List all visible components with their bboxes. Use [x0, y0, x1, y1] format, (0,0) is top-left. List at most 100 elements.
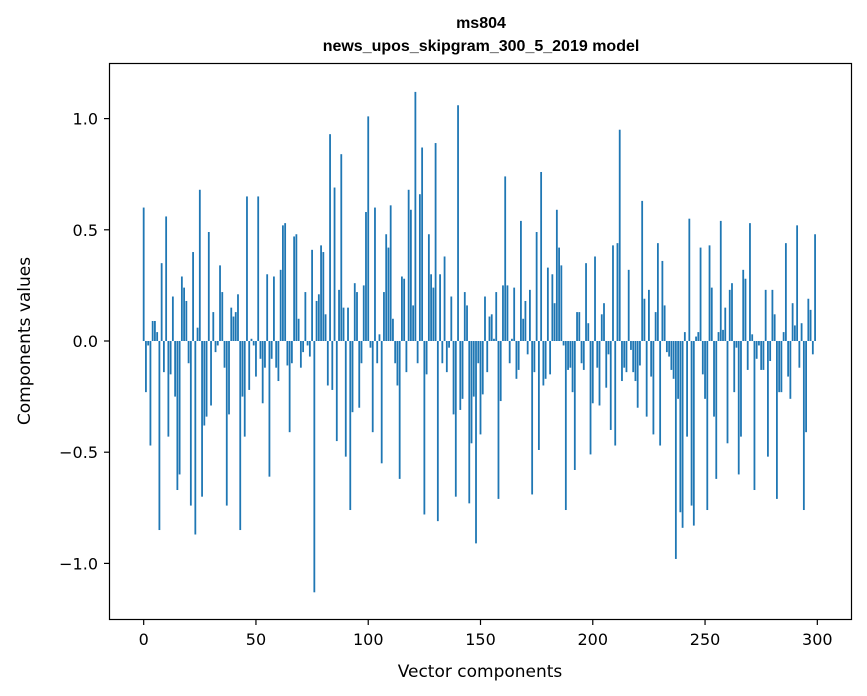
bar — [722, 329, 724, 341]
bar — [641, 200, 644, 341]
bar — [466, 305, 468, 341]
bar — [670, 341, 673, 370]
bar — [553, 303, 556, 341]
bar — [659, 341, 662, 446]
bar — [533, 341, 536, 373]
x-tick-label: 250 — [690, 630, 721, 649]
bar — [692, 341, 695, 526]
bar — [746, 341, 749, 370]
x-tick-label: 0 — [139, 630, 149, 649]
bar — [591, 341, 594, 404]
bar — [740, 341, 742, 437]
y-tick-label: −0.5 — [59, 443, 98, 462]
bar — [796, 225, 799, 341]
bar — [767, 341, 769, 457]
bar — [515, 341, 518, 379]
bar — [367, 116, 370, 341]
bar — [802, 341, 805, 511]
bar — [573, 341, 576, 470]
bar — [201, 341, 203, 497]
bar — [511, 338, 513, 341]
bar — [380, 341, 383, 464]
bar — [306, 341, 309, 346]
bar — [241, 341, 244, 397]
bar — [322, 252, 325, 341]
bar — [661, 260, 664, 341]
bar — [261, 341, 264, 404]
bar — [764, 289, 767, 341]
bar — [221, 292, 224, 341]
y-tick-label: 1.0 — [73, 110, 98, 129]
bar — [409, 209, 412, 341]
bar — [448, 341, 450, 348]
plot-frame — [108, 62, 853, 621]
bar — [286, 341, 289, 366]
bar — [773, 314, 776, 341]
bar — [284, 223, 287, 341]
bar — [412, 305, 415, 341]
bar — [665, 341, 668, 353]
bar — [690, 341, 693, 506]
bar — [632, 341, 635, 373]
bar — [814, 234, 816, 341]
bar — [585, 263, 587, 341]
bar — [529, 289, 531, 341]
bar — [210, 341, 212, 406]
bar — [769, 341, 772, 362]
bar — [621, 341, 623, 382]
bar — [147, 341, 150, 346]
bar — [674, 341, 677, 559]
bar — [758, 341, 760, 346]
bar — [383, 292, 385, 341]
bar — [562, 341, 565, 346]
bar — [158, 341, 161, 531]
bar — [542, 341, 545, 386]
bar — [360, 341, 363, 364]
bar — [733, 341, 736, 393]
bar — [672, 341, 675, 379]
bar — [654, 312, 657, 341]
bar — [477, 341, 480, 364]
bar — [219, 265, 221, 341]
bar — [618, 129, 621, 341]
bar — [780, 341, 783, 393]
bar — [432, 287, 435, 341]
bar — [798, 341, 801, 368]
bar — [463, 292, 466, 341]
bar — [490, 314, 493, 341]
bar — [297, 318, 300, 341]
bar — [342, 307, 345, 341]
bar — [151, 320, 154, 341]
bar — [744, 278, 747, 341]
bar — [250, 338, 253, 341]
y-tick-label: −1.0 — [59, 554, 98, 573]
bar — [401, 276, 403, 341]
bar — [706, 341, 709, 511]
bar — [266, 274, 269, 341]
bar — [315, 300, 318, 341]
bar — [486, 341, 489, 373]
bar — [398, 341, 401, 479]
bar — [639, 341, 641, 366]
bar — [749, 223, 751, 341]
bar — [356, 292, 358, 341]
bar — [317, 294, 320, 341]
bar — [162, 341, 165, 373]
bar — [755, 341, 758, 359]
bar — [290, 341, 293, 364]
x-axis-ticks: 0 50 100 150 200 250 300 — [139, 619, 833, 649]
bar — [686, 341, 688, 437]
bar — [605, 341, 608, 388]
bar — [180, 276, 183, 341]
bar — [699, 247, 702, 341]
bar — [468, 341, 471, 504]
bar — [340, 154, 343, 341]
bar — [479, 341, 482, 435]
bar — [679, 341, 682, 513]
bar — [697, 332, 700, 341]
bar — [304, 292, 307, 341]
bar — [760, 341, 763, 370]
bar — [499, 341, 502, 402]
bar — [344, 341, 347, 457]
bar — [549, 341, 552, 375]
